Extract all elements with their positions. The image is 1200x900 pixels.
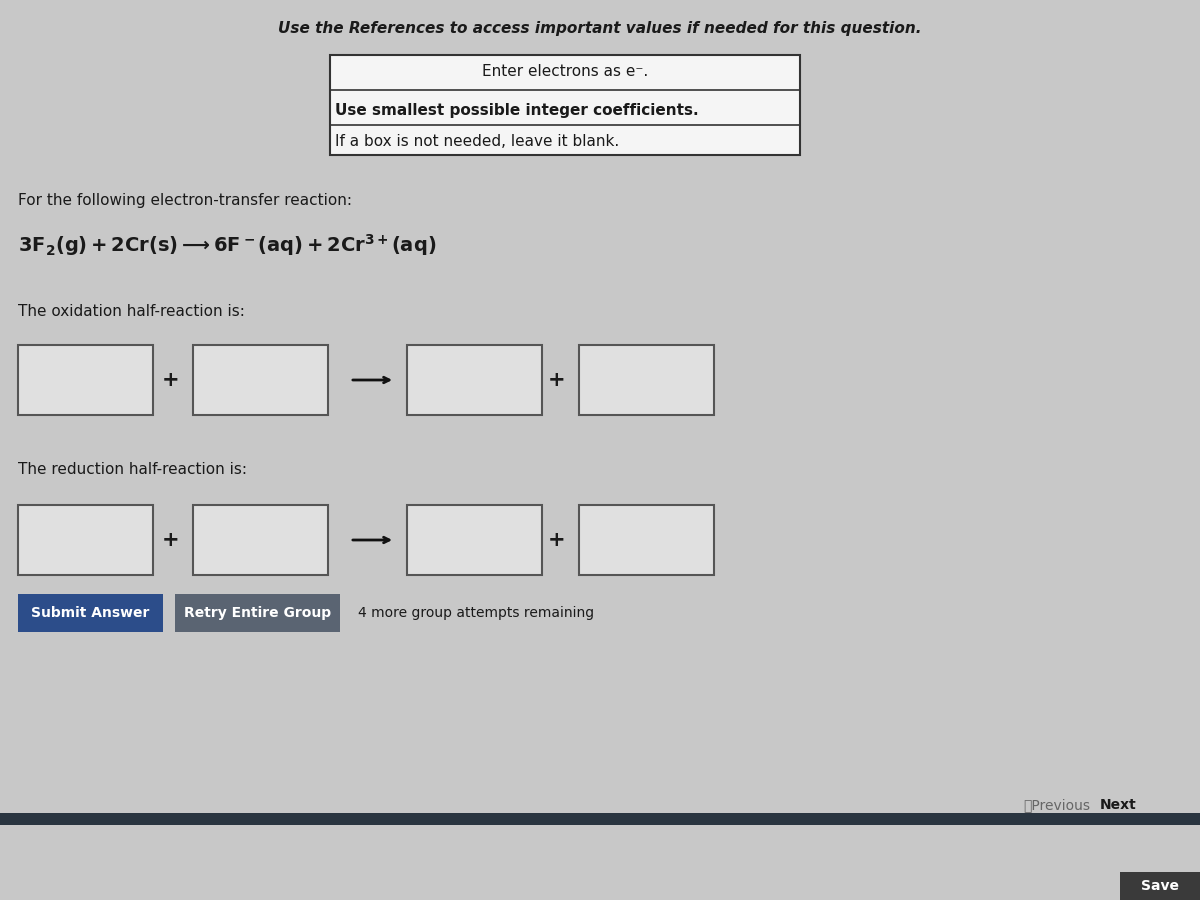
Text: The reduction half-reaction is:: The reduction half-reaction is: bbox=[18, 463, 247, 478]
Text: 4 more group attempts remaining: 4 more group attempts remaining bbox=[358, 606, 594, 620]
Bar bbox=[0, 813, 1200, 825]
Text: 〈Previous: 〈Previous bbox=[1022, 798, 1090, 812]
Text: +: + bbox=[548, 370, 566, 390]
Bar bbox=[407, 345, 542, 415]
Text: +: + bbox=[548, 530, 566, 550]
Bar bbox=[18, 594, 163, 632]
Text: Use the References to access important values if needed for this question.: Use the References to access important v… bbox=[278, 21, 922, 35]
Bar bbox=[193, 345, 328, 415]
Bar bbox=[1120, 872, 1200, 900]
Text: $\mathbf{3F_2(g) + 2Cr(s) \longrightarrow 6F^-(aq) + 2Cr^{3+}(aq)}$: $\mathbf{3F_2(g) + 2Cr(s) \longrightarro… bbox=[18, 232, 437, 258]
Text: For the following electron-transfer reaction:: For the following electron-transfer reac… bbox=[18, 193, 352, 208]
Text: +: + bbox=[162, 530, 180, 550]
Bar bbox=[18, 505, 154, 575]
Text: Submit Answer: Submit Answer bbox=[31, 606, 150, 620]
Text: Retry Entire Group: Retry Entire Group bbox=[184, 606, 331, 620]
Text: The oxidation half-reaction is:: The oxidation half-reaction is: bbox=[18, 304, 245, 320]
Text: Save: Save bbox=[1141, 879, 1178, 893]
Bar bbox=[18, 345, 154, 415]
Bar bbox=[193, 505, 328, 575]
Bar bbox=[175, 594, 340, 632]
Bar bbox=[330, 55, 800, 155]
Bar bbox=[407, 505, 542, 575]
Text: Enter electrons as e⁻.: Enter electrons as e⁻. bbox=[482, 65, 648, 79]
Text: Next: Next bbox=[1100, 798, 1136, 812]
Bar bbox=[580, 345, 714, 415]
Text: If a box is not needed, leave it blank.: If a box is not needed, leave it blank. bbox=[335, 134, 619, 149]
Text: Use smallest possible integer coefficients.: Use smallest possible integer coefficien… bbox=[335, 103, 698, 118]
Text: +: + bbox=[162, 370, 180, 390]
Bar bbox=[580, 505, 714, 575]
